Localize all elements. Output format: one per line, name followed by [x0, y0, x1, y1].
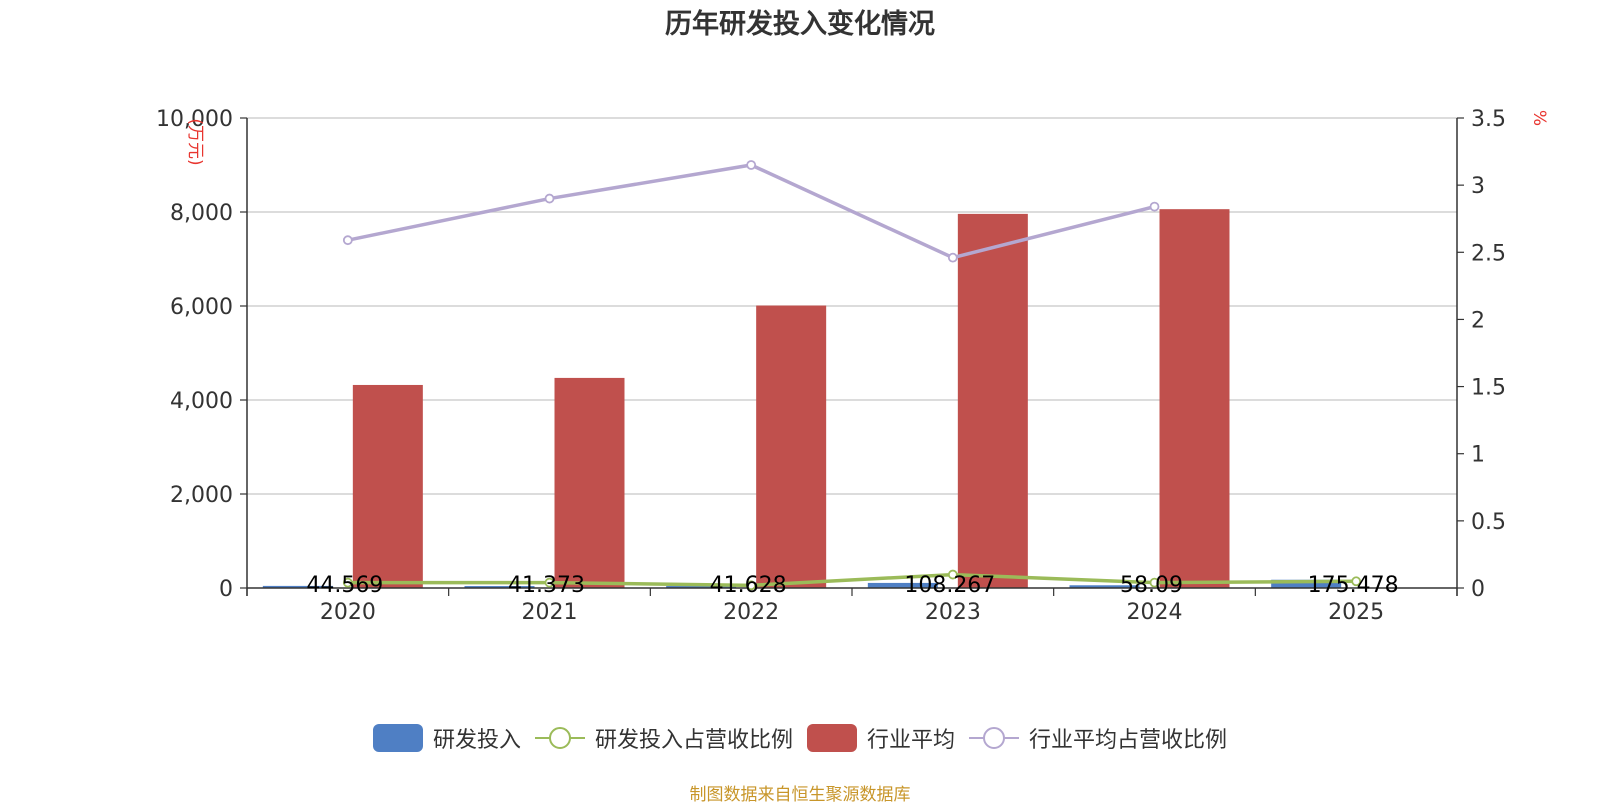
axes-layer: 0 2,000 4,000 6,000 8,000 10,000 0 0.5 1 1.5 2 2.5 3… [156, 107, 1549, 625]
y-left-unit: (万元) [185, 118, 205, 165]
bars-layer [262, 209, 1342, 588]
bar-rd [666, 586, 737, 588]
line-point [342, 235, 353, 246]
bar-industry [756, 305, 827, 588]
line-point [1149, 577, 1160, 588]
legend-item[interactable]: 行业平均占营收比例 [969, 722, 1227, 754]
x-tick-label: 2020 [320, 600, 376, 625]
line-rd-ratio [347, 572, 1357, 588]
y-right-tick-label: 0 [1471, 577, 1485, 602]
y-right-tick-label: 1.5 [1471, 376, 1506, 401]
bar-rd [262, 585, 333, 588]
x-tick-label: 2022 [723, 600, 779, 625]
line-point [1351, 576, 1362, 587]
y-left-tick-label: 6,000 [170, 295, 233, 320]
y-right-tick-label: 2.5 [1471, 241, 1506, 266]
bar-data-label: 41.628 [710, 573, 787, 598]
line-point [342, 577, 353, 588]
bar-data-label: 41.373 [508, 573, 585, 598]
source-note: 制图数据来自恒生聚源数据库 [689, 785, 911, 805]
chart-title: 历年研发投入变化情况 [665, 9, 935, 40]
legend-swatch [807, 724, 857, 752]
line-point [746, 160, 757, 170]
legend-item[interactable]: 行业平均 [807, 722, 955, 754]
line-point [947, 252, 958, 263]
y-right-tick-label: 0.5 [1471, 510, 1506, 535]
bar-industry [1159, 209, 1230, 588]
x-tick-label: 2023 [925, 600, 981, 625]
x-tick-label: 2025 [1328, 600, 1384, 625]
legend-swatch [969, 727, 1020, 749]
y-left-tick-label: 8,000 [170, 201, 233, 226]
bar-data-label: 58.09 [1120, 573, 1183, 598]
x-tick-label: 2024 [1127, 600, 1183, 625]
y-right-tick-label: 2 [1471, 308, 1485, 333]
bar-industry [352, 384, 423, 588]
gridlines [247, 117, 1457, 495]
bar-industry [957, 213, 1028, 588]
line-point [947, 569, 958, 580]
legend-swatch [372, 724, 423, 752]
legend: 研发投入 研发投入占营收比例 行业平均 行业平均占营收比例 [0, 722, 1600, 754]
y-right-tick-label: 1 [1471, 443, 1485, 468]
legend-item[interactable]: 研发投入 [372, 722, 521, 754]
legend-label: 研发投入 [432, 728, 521, 753]
y-right-unit: % [1529, 110, 1549, 126]
legend-item[interactable]: 研发投入占营收比例 [534, 722, 793, 754]
legend-label: 行业平均占营收比例 [1029, 728, 1228, 753]
y-left-tick-label: 10,000 [156, 107, 233, 132]
legend-swatch [534, 727, 585, 749]
bar-data-label: 108.267 [904, 573, 995, 598]
line-point [544, 193, 555, 204]
legend-label: 行业平均 [867, 728, 956, 753]
line-point [746, 580, 757, 591]
line-industry-ratio [347, 163, 1155, 260]
line-point [544, 577, 555, 588]
y-left-tick-label: 4,000 [170, 389, 233, 414]
bar-rd [464, 586, 535, 588]
x-tick-label: 2021 [522, 600, 578, 625]
bar-industry [554, 377, 625, 588]
bar-rd [1069, 585, 1140, 588]
bar-data-label: 175.478 [1308, 573, 1399, 598]
bar-rd [867, 582, 938, 588]
line-point [1149, 201, 1160, 212]
y-left-tick-label: 2,000 [170, 483, 233, 508]
y-right-tick-label: 3 [1471, 174, 1485, 199]
legend-label: 研发投入占营收比例 [594, 728, 793, 753]
data-labels-layer: 44.569 41.373 41.628 108.267 58.09 175.478 [306, 573, 1398, 598]
bar-rd [1271, 579, 1342, 588]
lines-layer [342, 160, 1362, 591]
bar-data-label: 44.569 [306, 573, 383, 598]
y-left-tick-label: 0 [219, 577, 233, 602]
y-right-tick-label: 3.5 [1471, 107, 1506, 132]
